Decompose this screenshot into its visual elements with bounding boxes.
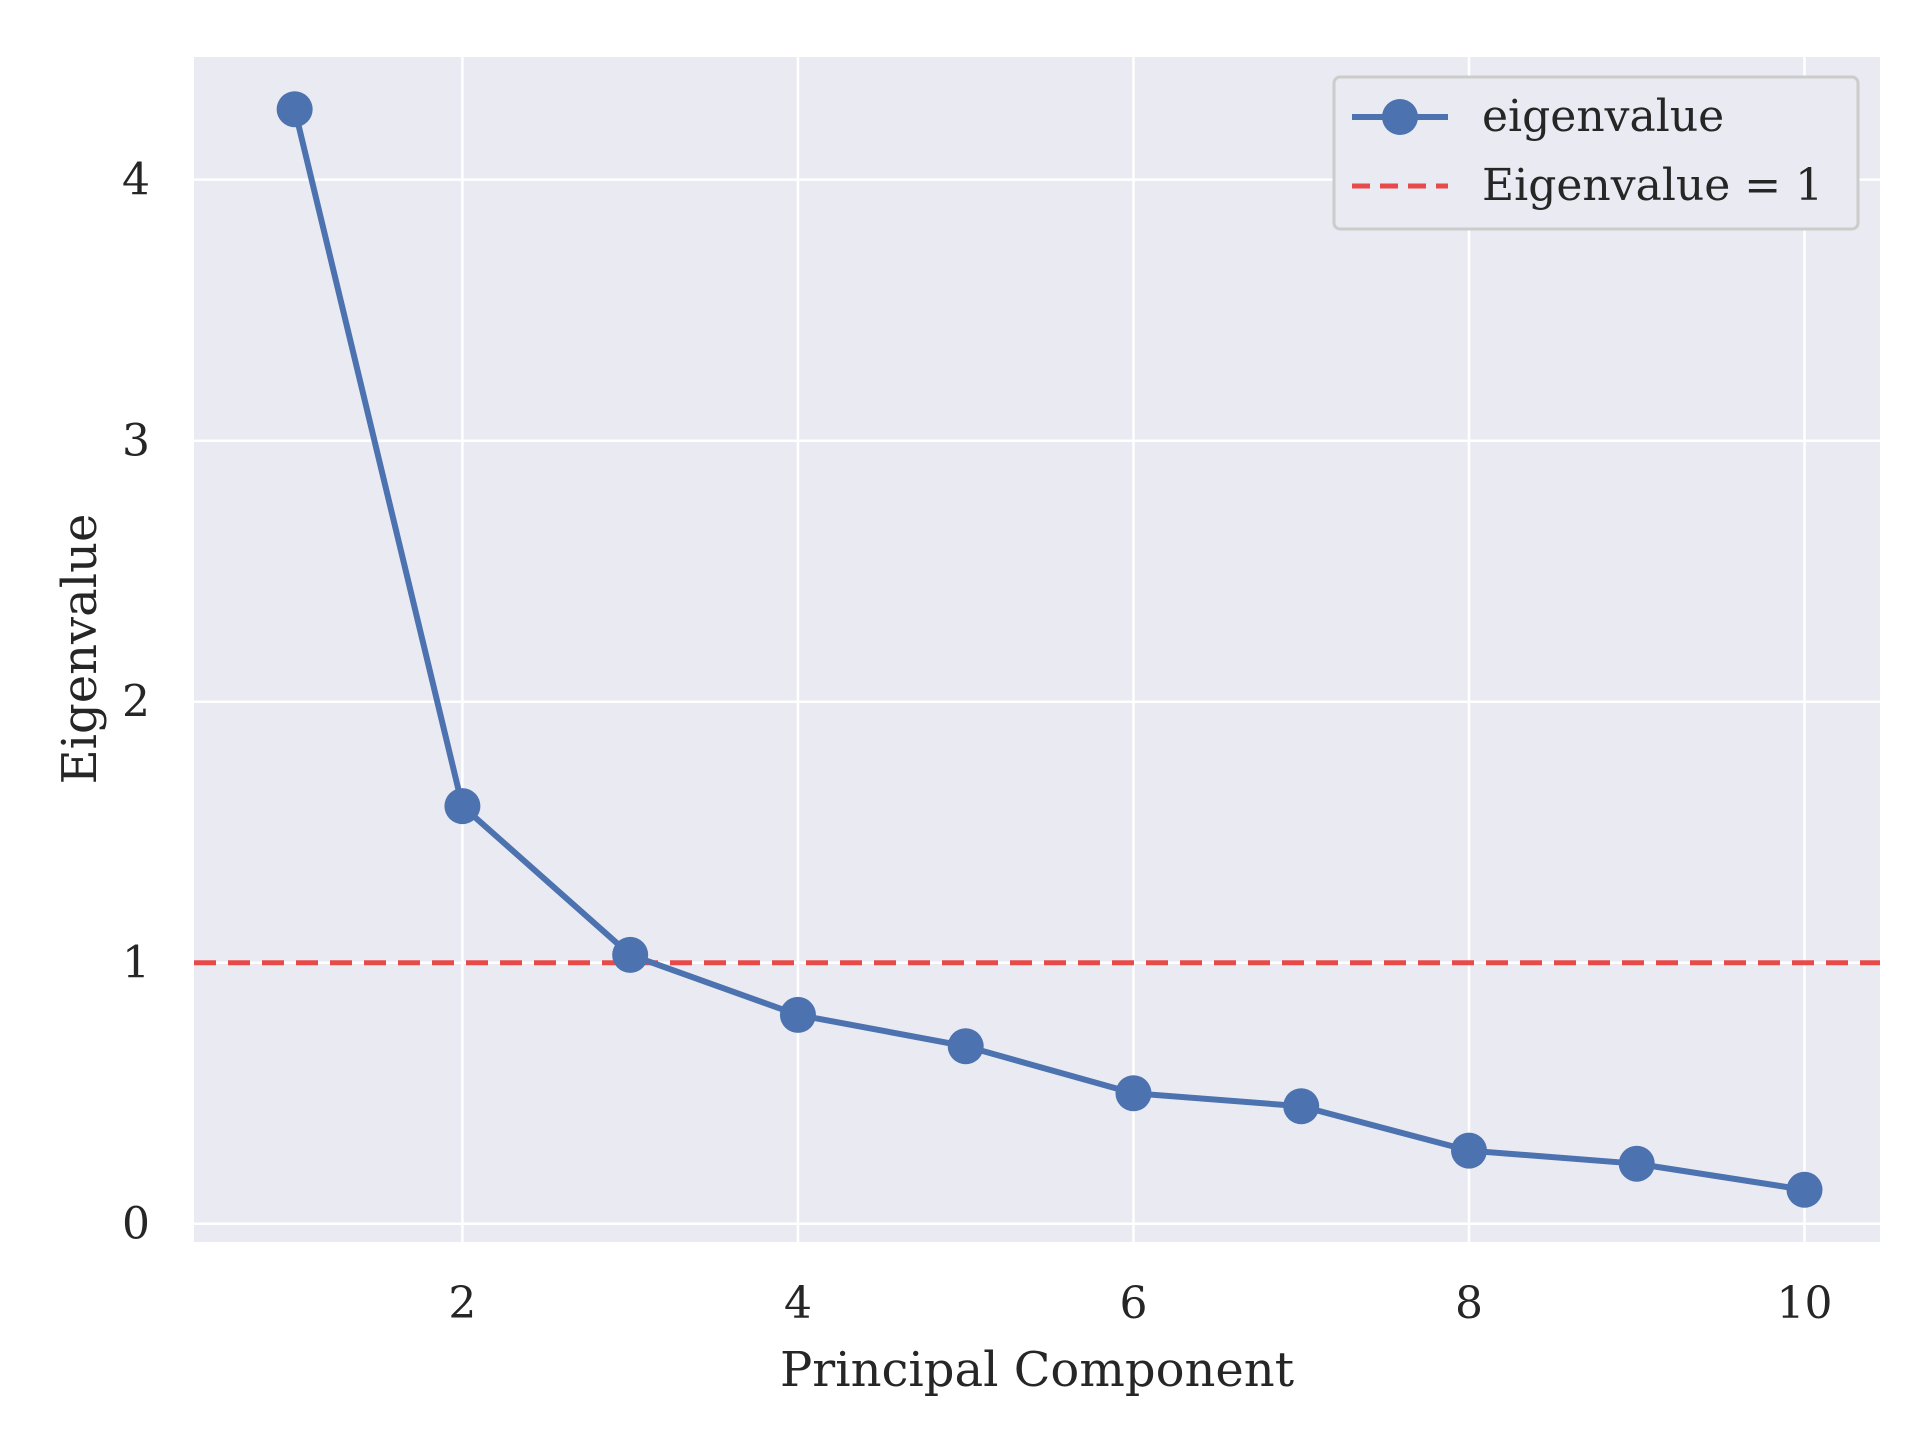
series-line-eigenvalue xyxy=(291,108,1805,1193)
data-point xyxy=(444,788,481,825)
legend-label-threshold: Eigenvalue = 1 xyxy=(1482,160,1823,211)
data-point xyxy=(612,936,649,973)
data-series xyxy=(276,91,1823,1208)
x-tick-label: 2 xyxy=(448,1278,476,1329)
x-tick-label: 10 xyxy=(1777,1278,1833,1329)
data-point xyxy=(1786,1171,1823,1208)
legend-marker-dot-eigenvalue xyxy=(1382,99,1418,135)
y-tick-label: 4 xyxy=(122,155,150,206)
data-point xyxy=(1283,1088,1320,1125)
x-tick-labels: 2 4 6 8 10 xyxy=(448,1278,1832,1329)
data-point xyxy=(947,1028,984,1065)
legend: eigenvalue Eigenvalue = 1 xyxy=(1332,75,1860,231)
data-point xyxy=(1618,1145,1655,1182)
y-axis-label: Eigenvalue xyxy=(52,514,108,785)
y-tick-labels: 0 1 2 3 4 xyxy=(122,155,150,1250)
legend-box xyxy=(1332,75,1860,231)
data-point xyxy=(1450,1132,1487,1169)
data-point xyxy=(779,996,816,1033)
x-tick-label: 4 xyxy=(784,1278,812,1329)
x-tick-label: 6 xyxy=(1119,1278,1147,1329)
y-tick-label: 2 xyxy=(122,677,150,728)
y-tick-label: 1 xyxy=(122,938,150,989)
x-tick-label: 8 xyxy=(1455,1278,1483,1329)
legend-label-eigenvalue: eigenvalue xyxy=(1482,91,1724,142)
data-point xyxy=(276,91,313,128)
x-axis-label: Principal Component xyxy=(780,1342,1294,1398)
data-point xyxy=(1115,1075,1152,1112)
plot-area xyxy=(194,57,1880,1242)
y-tick-label: 0 xyxy=(122,1199,150,1250)
y-tick-label: 3 xyxy=(122,416,150,467)
